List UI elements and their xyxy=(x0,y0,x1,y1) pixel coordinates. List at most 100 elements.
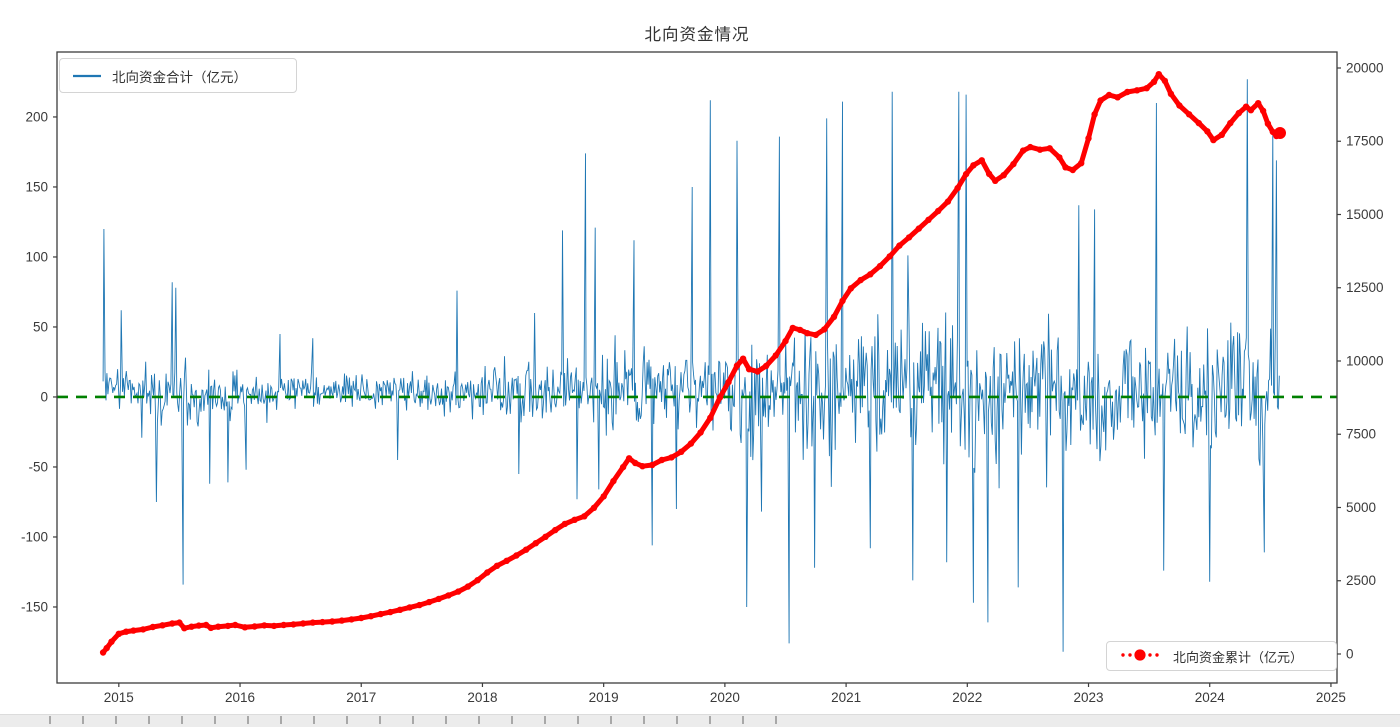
red-series-marker xyxy=(935,207,942,215)
x-axis-tick-label: 2025 xyxy=(1316,690,1346,705)
red-series-marker xyxy=(115,630,123,637)
red-series-marker xyxy=(610,477,617,485)
red-series-marker xyxy=(280,621,287,629)
red-series-marker xyxy=(1000,172,1007,179)
red-series-marker xyxy=(896,242,903,249)
left-axis-tick-label: -150 xyxy=(21,599,48,614)
x-axis-tick-label: 2017 xyxy=(346,690,376,705)
red-series-marker xyxy=(1264,120,1272,127)
red-series-marker xyxy=(857,276,864,284)
red-series-marker xyxy=(484,569,491,576)
red-series-marker xyxy=(207,624,215,632)
right-axis-tick-label: 20000 xyxy=(1346,60,1384,75)
red-series-marker xyxy=(270,622,278,630)
red-series-marker xyxy=(915,225,922,232)
red-series-marker xyxy=(149,623,156,631)
red-series-marker xyxy=(130,627,137,634)
red-series-marker xyxy=(745,366,753,373)
red-series-marker xyxy=(416,601,423,609)
red-series-marker xyxy=(830,313,838,320)
red-series-marker xyxy=(796,326,804,334)
red-series-marker xyxy=(159,622,166,629)
red-series-marker xyxy=(754,368,761,375)
red-series-marker xyxy=(970,162,977,169)
red-series-marker xyxy=(925,216,932,223)
x-axis-tick-label: 2024 xyxy=(1195,690,1226,705)
red-series-marker xyxy=(1155,71,1163,78)
red-series-marker xyxy=(176,619,183,626)
red-series-marker xyxy=(188,623,195,630)
red-dashdot-swatch-icon xyxy=(1119,648,1163,665)
left-axis-tick-label: -100 xyxy=(21,529,48,544)
red-series-marker xyxy=(847,285,855,292)
red-series-marker xyxy=(1185,111,1193,118)
red-series-marker xyxy=(1259,107,1267,115)
red-series-marker xyxy=(1227,119,1234,127)
red-series-marker xyxy=(1150,78,1158,86)
red-series-marker xyxy=(1143,85,1150,92)
red-series-marker xyxy=(1036,146,1044,153)
red-series-marker xyxy=(108,638,115,645)
red-series-marker xyxy=(387,608,394,616)
red-series-marker xyxy=(1133,87,1141,94)
red-series-marker xyxy=(464,583,472,590)
red-series-marker xyxy=(1161,77,1169,85)
red-series-marker xyxy=(215,623,222,630)
red-series-marker xyxy=(1078,160,1085,167)
red-series-marker xyxy=(348,616,355,623)
red-series-marker xyxy=(782,337,789,345)
red-series-marker xyxy=(338,617,345,624)
right-axis-tick-label: 2500 xyxy=(1346,573,1376,588)
red-series-marker xyxy=(725,378,732,386)
red-series-marker xyxy=(1019,147,1027,154)
red-series-marker xyxy=(962,170,970,178)
right-axis-tick-label: 0 xyxy=(1346,646,1354,661)
red-series-marker xyxy=(1046,145,1053,152)
red-series-marker xyxy=(561,520,569,528)
red-series-marker xyxy=(122,628,130,635)
red-series-marker xyxy=(1114,94,1121,101)
red-series-marker xyxy=(992,177,999,184)
left-axis-tick-label: 200 xyxy=(25,109,48,124)
red-series-marker xyxy=(619,463,627,471)
red-series-marker xyxy=(99,649,107,656)
red-series-marker xyxy=(367,613,375,620)
red-series-marker xyxy=(169,620,176,627)
red-series-marker xyxy=(377,610,384,618)
x-axis-tick-label: 2016 xyxy=(225,690,255,705)
red-series-marker xyxy=(532,540,539,547)
red-series-marker xyxy=(1097,97,1104,104)
red-series-marker xyxy=(1167,90,1175,98)
red-series-marker xyxy=(1210,136,1217,144)
red-series-marker xyxy=(493,562,501,569)
red-series-marker xyxy=(658,456,665,464)
x-axis-tick-label: 2021 xyxy=(831,690,861,705)
red-series-marker xyxy=(632,459,639,467)
red-series-marker xyxy=(716,394,724,401)
red-series-marker xyxy=(668,454,675,461)
red-series-marker xyxy=(195,622,202,629)
red-series-marker xyxy=(202,621,210,629)
red-series-marker xyxy=(232,621,239,629)
red-series-marker xyxy=(425,598,433,606)
red-series-marker xyxy=(944,198,952,205)
red-series-marker xyxy=(1176,102,1183,109)
red-series-marker xyxy=(503,557,510,564)
red-series-marker xyxy=(445,592,452,599)
red-series-marker xyxy=(1069,166,1077,174)
left-axis-tick-label: 0 xyxy=(40,389,48,404)
red-series-marker xyxy=(1218,131,1226,138)
red-series-marker xyxy=(1204,128,1211,135)
right-axis-tick-label: 5000 xyxy=(1346,500,1376,515)
red-series-marker xyxy=(772,352,779,359)
red-series-marker xyxy=(435,595,442,603)
red-series-marker xyxy=(358,614,365,622)
red-series-marker xyxy=(985,170,993,177)
left-axis-tick-label: 50 xyxy=(33,319,48,334)
red-series-marker xyxy=(474,577,481,584)
red-series-marker xyxy=(1062,164,1069,171)
chart-title: 北向资金情况 xyxy=(644,26,750,44)
legend-total-flow: 北向资金合计（亿元） xyxy=(59,58,297,93)
cropped-axis-ticks xyxy=(18,716,798,724)
